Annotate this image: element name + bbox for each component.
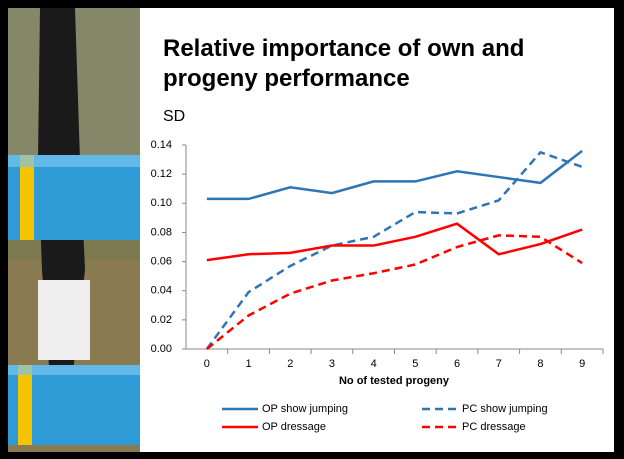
y-tick-label: 0.08 [151,226,172,238]
x-tick-label: 7 [496,358,502,370]
y-tick-label: 0.12 [151,168,172,180]
y-tick-label: 0.06 [151,255,172,267]
y-tick-label: 0.10 [151,197,172,209]
y-tick-label: 0.04 [151,285,172,297]
legend-label: PC dressage [462,421,526,433]
photo [8,8,140,452]
x-tick-label: 0 [204,358,210,370]
y-axis-label: SD [163,108,185,125]
x-tick-label: 6 [454,358,460,370]
x-tick-label: 5 [412,358,418,370]
x-tick-label: 2 [287,358,293,370]
x-tick-label: 1 [245,358,251,370]
y-tick-label: 0.02 [151,314,172,326]
legend-label: OP show jumping [262,403,348,415]
x-tick-label: 8 [537,358,543,370]
legend-label: OP dressage [262,421,326,433]
x-tick-label: 9 [579,358,585,370]
x-tick-label: 3 [329,358,335,370]
x-tick-label: 4 [371,358,377,370]
y-tick-label: 0.00 [151,343,172,355]
x-axis-label: No of tested progeny [339,375,450,387]
slide: SD No of tested progeny 0.00 0.02 0.04 0.06… [0,0,624,459]
y-tick-label: 0.14 [151,139,172,151]
chart-title: Relative importance of own and progeny p… [163,34,583,94]
legend-label: PC show jumping [462,403,548,415]
